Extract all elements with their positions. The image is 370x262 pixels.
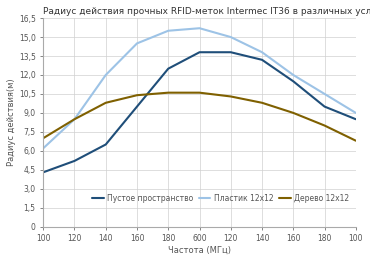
Legend: Пустое пространство, Пластик 12x12, Дерево 12x12: Пустое пространство, Пластик 12x12, Дере… [89, 191, 352, 206]
Дерево 12x12 [135, 94, 139, 97]
Пустое пространство [41, 171, 46, 174]
Дерево 12x12 [229, 95, 233, 98]
Line: Пластик 12x12: Пластик 12x12 [43, 28, 356, 148]
Дерево 12x12 [104, 101, 108, 104]
Пластик 12x12 [135, 42, 139, 45]
Text: Радиус действия прочных RFID-меток Intermec IT36 в различных условиях: Радиус действия прочных RFID-меток Inter… [43, 7, 370, 16]
Пустое пространство [291, 80, 296, 83]
Пустое пространство [135, 105, 139, 108]
Дерево 12x12 [72, 118, 77, 121]
Пластик 12x12 [291, 73, 296, 77]
Пластик 12x12 [166, 29, 171, 32]
Пустое пространство [229, 51, 233, 54]
Пластик 12x12 [229, 35, 233, 39]
Пластик 12x12 [72, 118, 77, 121]
X-axis label: Частота (МГц): Частота (МГц) [168, 246, 231, 255]
Пластик 12x12 [197, 27, 202, 30]
Дерево 12x12 [260, 101, 264, 104]
Line: Дерево 12x12: Дерево 12x12 [43, 93, 356, 141]
Пластик 12x12 [354, 111, 358, 114]
Пустое пространство [72, 159, 77, 162]
Дерево 12x12 [291, 111, 296, 114]
Пластик 12x12 [104, 73, 108, 77]
Пустое пространство [166, 67, 171, 70]
Дерево 12x12 [322, 124, 327, 127]
Пустое пространство [197, 51, 202, 54]
Пластик 12x12 [260, 51, 264, 54]
Line: Пустое пространство: Пустое пространство [43, 52, 356, 172]
Пустое пространство [322, 105, 327, 108]
Дерево 12x12 [354, 139, 358, 142]
Пустое пространство [354, 118, 358, 121]
Пластик 12x12 [322, 92, 327, 96]
Дерево 12x12 [41, 137, 46, 140]
Дерево 12x12 [197, 91, 202, 94]
Y-axis label: Радиус действия(м): Радиус действия(м) [7, 79, 16, 166]
Дерево 12x12 [166, 91, 171, 94]
Пустое пространство [260, 58, 264, 61]
Пустое пространство [104, 143, 108, 146]
Пластик 12x12 [41, 147, 46, 150]
